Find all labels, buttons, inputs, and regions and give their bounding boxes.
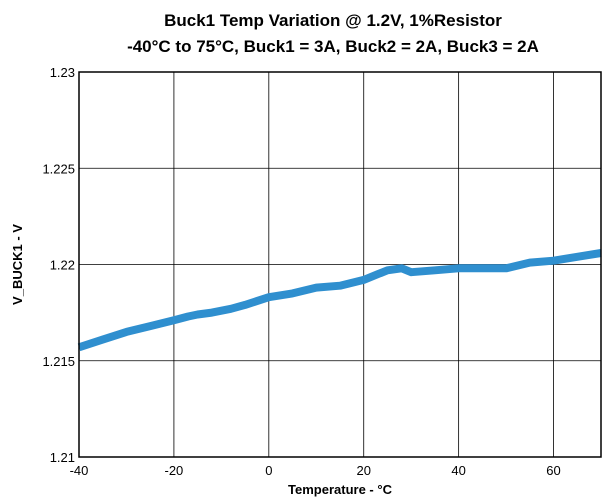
series-layer bbox=[77, 249, 602, 352]
x-tick-label: 40 bbox=[451, 463, 465, 478]
chart-title: Buck1 Temp Variation @ 1.2V, 1%Resistor bbox=[164, 11, 502, 30]
y-tick-label: 1.22 bbox=[50, 258, 75, 273]
y-axis-label: V_BUCK1 - V bbox=[10, 224, 25, 305]
x-tick-label: 60 bbox=[546, 463, 560, 478]
x-tick-label: 0 bbox=[265, 463, 272, 478]
y-tick-label: 1.215 bbox=[42, 354, 75, 369]
tick-layer: -40 -20 0 20 40 60 1.21 1.215 1.22 1.225 1.23 bbox=[42, 65, 560, 478]
series-line bbox=[77, 249, 602, 352]
x-tick-label: -20 bbox=[165, 463, 184, 478]
y-tick-label: 1.23 bbox=[50, 65, 75, 80]
chart-subtitle: -40°C to 75°C, Buck1 = 3A, Buck2 = 2A, B… bbox=[127, 37, 539, 56]
x-tick-label: 20 bbox=[356, 463, 370, 478]
y-tick-label: 1.225 bbox=[42, 161, 75, 176]
plot-frame bbox=[78, 71, 602, 458]
x-tick-label: -40 bbox=[70, 463, 89, 478]
y-tick-label: 1.21 bbox=[50, 450, 75, 465]
x-axis-label: Temperature - °C bbox=[288, 482, 393, 497]
